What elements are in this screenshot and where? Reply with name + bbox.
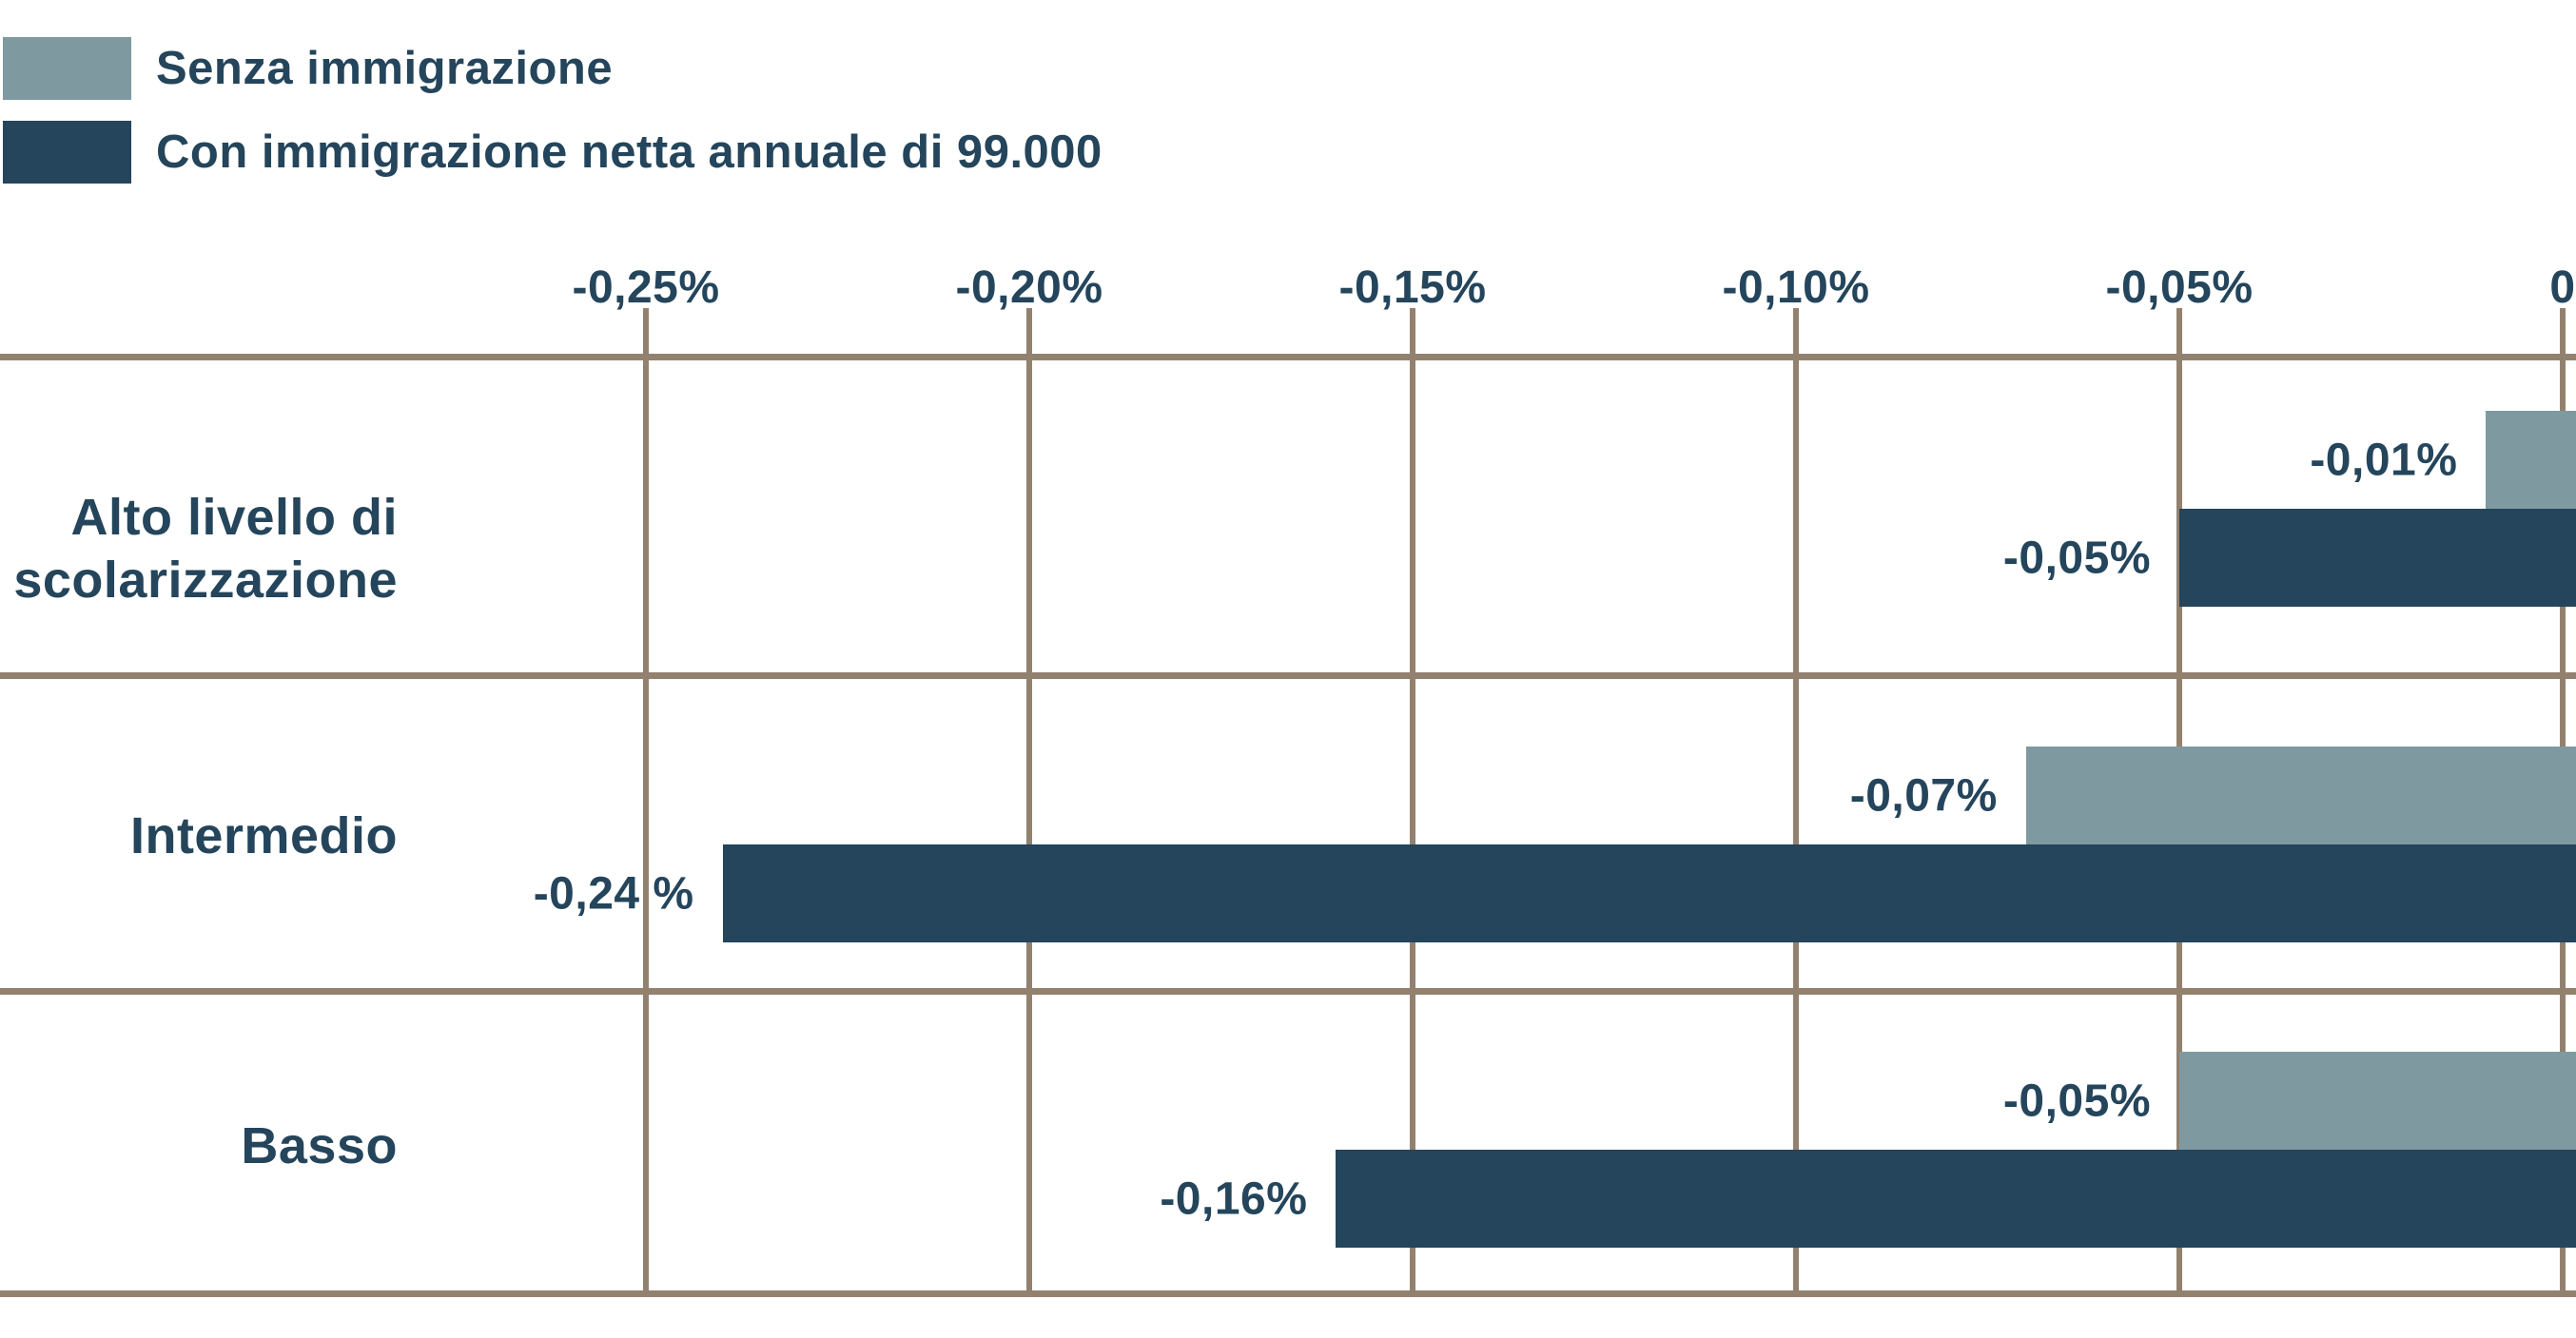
bar-con-basso bbox=[1336, 1150, 2576, 1248]
legend-label-senza: Senza immigrazione bbox=[156, 43, 614, 94]
x-axis-tick-label: -0,15% bbox=[1338, 262, 1487, 313]
legend-item-con: Con immigrazione netta annuale di 99.000 bbox=[3, 121, 1103, 184]
value-label-intermedio-senza: -0,07% bbox=[1849, 770, 1998, 821]
x-axis-tick-label: -0,05% bbox=[2105, 262, 2254, 313]
value-label-intermedio-con: -0,24 % bbox=[533, 868, 694, 919]
legend-item-senza: Senza immigrazione bbox=[3, 37, 613, 100]
gridline-vertical bbox=[643, 308, 649, 1297]
x-axis-tick-label: -0,20% bbox=[955, 262, 1103, 313]
category-label-intermedio: Intermedio bbox=[129, 807, 398, 864]
value-label-alto-senza: -0,01% bbox=[2310, 435, 2458, 485]
gridline-horizontal bbox=[0, 354, 2576, 360]
legend-swatch-senza-icon bbox=[3, 37, 131, 100]
bar-con-intermedio bbox=[722, 844, 2576, 942]
x-axis-tick-label: -0,25% bbox=[572, 262, 720, 313]
legend-swatch-con-icon bbox=[3, 121, 131, 184]
category-label-basso: Basso bbox=[241, 1117, 398, 1174]
gridline-horizontal bbox=[0, 1290, 2576, 1297]
bar-con-alto bbox=[2179, 509, 2576, 607]
gridline-vertical bbox=[1793, 308, 1799, 1297]
x-axis-tick-label: -0,10% bbox=[1722, 262, 1870, 313]
gridline-horizontal bbox=[0, 988, 2576, 995]
category-label-alto: Alto livello di scolarizzazione bbox=[13, 489, 398, 609]
gridline-vertical bbox=[1026, 308, 1032, 1297]
x-axis-tick-label: 0 bbox=[2549, 262, 2576, 313]
legend-label-con: Con immigrazione netta annuale di 99.000 bbox=[156, 126, 1103, 178]
gridline-vertical bbox=[1410, 308, 1415, 1297]
value-label-alto-con: -0,05% bbox=[2002, 533, 2151, 583]
bar-senza-basso bbox=[2179, 1052, 2576, 1150]
gridline-horizontal bbox=[0, 672, 2576, 679]
value-label-basso-senza: -0,05% bbox=[2002, 1076, 2151, 1126]
bar-senza-intermedio bbox=[2025, 747, 2576, 844]
value-label-basso-con: -0,16% bbox=[1160, 1173, 1308, 1224]
bar-senza-alto bbox=[2486, 411, 2576, 509]
